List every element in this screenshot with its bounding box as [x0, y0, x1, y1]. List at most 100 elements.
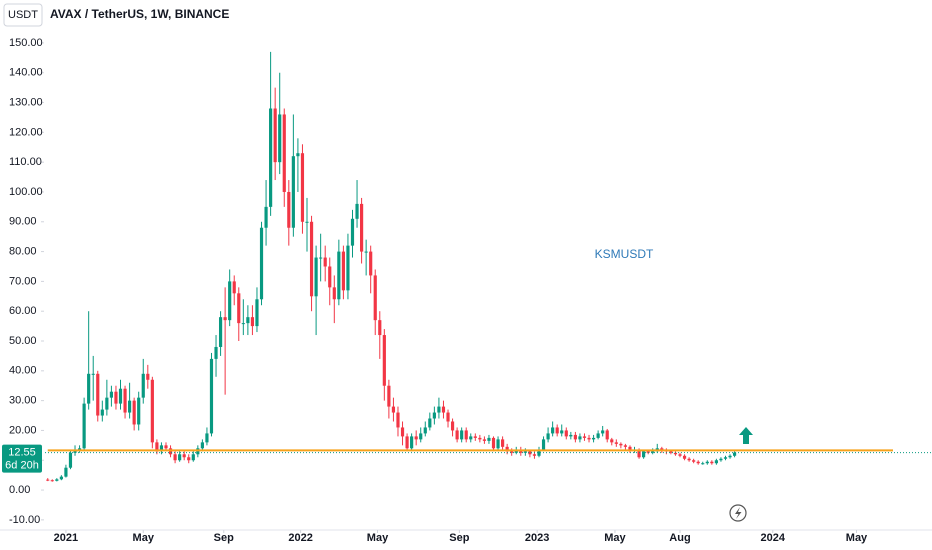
candle-body [91, 373, 95, 375]
candle-body [692, 460, 696, 462]
candle-body [596, 433, 600, 438]
y-tick-label: 20.00 [9, 424, 37, 436]
candle-body [523, 451, 527, 453]
x-tick-label: 2022 [288, 532, 312, 544]
candle-body [423, 427, 427, 434]
candle-body [269, 108, 273, 207]
countdown-label: 6d 20h [5, 460, 39, 472]
x-tick-label: Sep [449, 532, 469, 544]
last-price-label: 12.55 [8, 447, 36, 459]
candle-body [173, 454, 177, 461]
candle-body [228, 281, 232, 321]
candle-body [564, 430, 568, 437]
candle-body [637, 449, 641, 458]
candle-body [141, 373, 145, 398]
candle-body [355, 203, 359, 219]
candle-body [341, 251, 345, 291]
y-tick-label: 70.00 [9, 275, 37, 287]
candle-body [473, 436, 477, 438]
candle-body [642, 451, 646, 458]
candle-body [291, 156, 295, 228]
y-tick-label: 0.00 [9, 484, 30, 496]
candle-body [109, 391, 114, 398]
candle-body [241, 323, 245, 325]
candle-body [123, 388, 127, 413]
candle-body [705, 461, 709, 464]
candle-body [369, 251, 373, 276]
candle-body [337, 251, 341, 300]
candle-body [214, 346, 218, 359]
annotation: KSMUSDT [595, 247, 654, 261]
y-tick-label: 40.00 [9, 365, 37, 377]
candle-body [723, 457, 728, 459]
candle-body [373, 275, 377, 321]
candle-body [696, 461, 700, 464]
candle-body [68, 452, 73, 468]
candle-body [296, 153, 300, 157]
candle-body [87, 373, 91, 404]
candle-body [100, 409, 104, 416]
candle-body [646, 451, 650, 453]
candle-body [150, 379, 154, 443]
candle-body [396, 412, 400, 428]
candle-body [400, 427, 405, 437]
chart-title: AVAX / TetherUS, 1W, BINANCE [50, 7, 229, 21]
candle-body [710, 461, 714, 464]
candle-body [405, 436, 409, 449]
x-tick-label: 2024 [761, 532, 786, 544]
candle-body [419, 433, 423, 440]
candle-body [319, 257, 323, 259]
candle-body [610, 439, 614, 443]
candle-body [623, 445, 628, 447]
candle-body [660, 448, 664, 450]
candle-body [259, 227, 264, 300]
candle-body [332, 287, 336, 300]
y-tick-label: 130.00 [9, 96, 43, 108]
candle-body [487, 437, 491, 441]
y-tick-label: 120.00 [9, 126, 43, 138]
candle-body [300, 153, 305, 222]
candle-body [619, 443, 623, 446]
candle-body [273, 108, 277, 163]
y-tick-label: 80.00 [9, 245, 37, 257]
y-tick-label: 30.00 [9, 395, 37, 407]
candle-body [541, 439, 546, 450]
candle-body [350, 218, 355, 246]
candle-body [437, 406, 441, 413]
candle-body [118, 388, 123, 404]
candle-body [305, 221, 309, 223]
candle-body [77, 448, 82, 450]
x-tick-label: 2023 [525, 532, 549, 544]
candle-body [569, 434, 573, 437]
candle-body [178, 454, 182, 461]
candle-body [328, 266, 332, 288]
candle-body [128, 400, 132, 413]
x-tick-label: May [367, 532, 389, 544]
candle-body [496, 439, 500, 449]
candle-body [250, 317, 255, 327]
candle-body [314, 257, 318, 297]
candle-body [387, 385, 391, 407]
y-tick-label: 140.00 [9, 67, 43, 79]
candle-body [469, 436, 473, 440]
currency-box [3, 3, 43, 27]
candle-body [309, 221, 314, 297]
candle-body [414, 436, 418, 440]
candle-body [673, 452, 678, 455]
lightning-icon [729, 504, 747, 522]
candle-body [187, 457, 191, 461]
candle-body [391, 406, 396, 413]
candle-body [532, 454, 537, 456]
candle-body [555, 427, 559, 434]
candle-body [114, 391, 118, 404]
candle-body [346, 245, 350, 291]
candle-body [237, 293, 241, 324]
candle-body [537, 449, 541, 456]
candle-body [701, 463, 705, 465]
candle-body [460, 430, 464, 440]
candle-body [505, 446, 509, 452]
candle-body [464, 430, 468, 440]
candle-body [137, 397, 141, 425]
last-price-box [2, 444, 42, 473]
